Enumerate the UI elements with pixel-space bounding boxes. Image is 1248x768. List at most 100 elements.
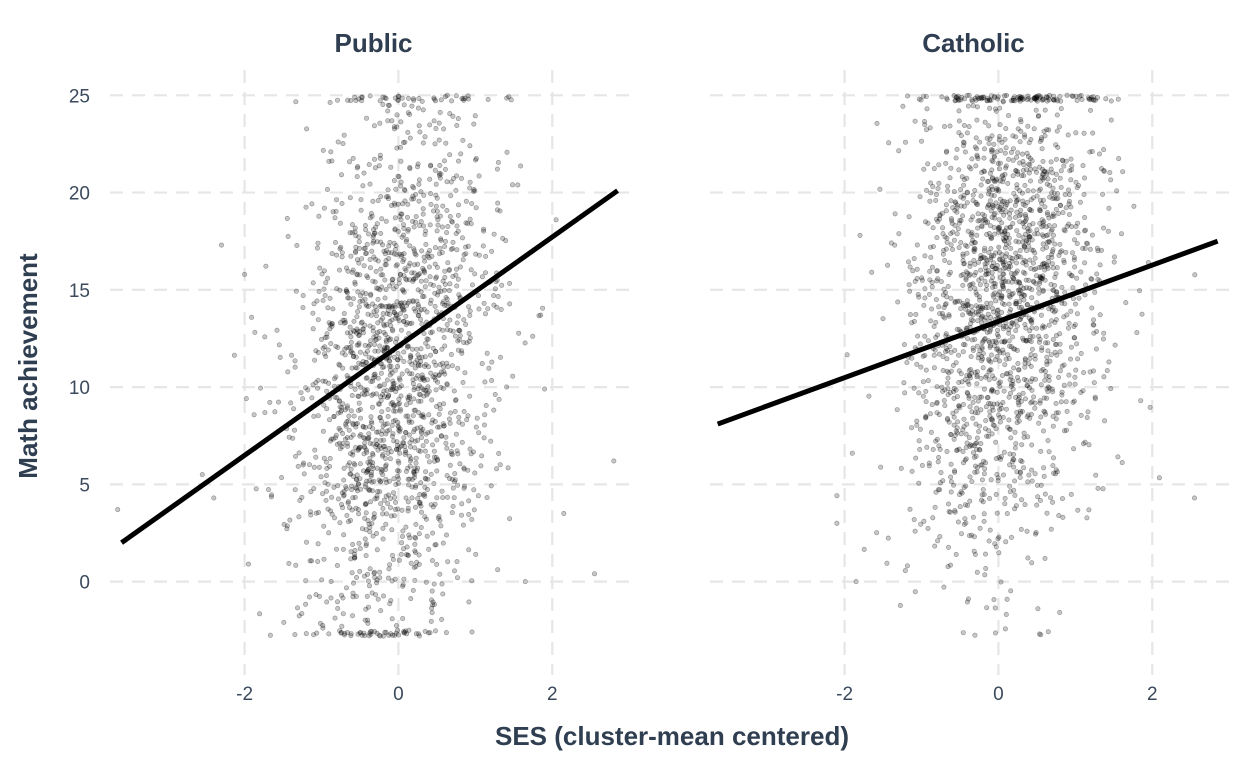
data-point [395,93,401,99]
data-point [402,451,408,457]
data-point [1008,207,1014,213]
data-point [1053,400,1059,406]
data-point [415,398,421,404]
data-point [1073,367,1079,373]
data-point [996,244,1002,250]
data-point [1059,363,1065,369]
data-point [439,581,445,587]
data-point [1105,228,1111,234]
data-point [974,232,980,238]
data-point [960,271,966,277]
data-point [355,381,361,387]
data-point [1046,449,1052,455]
data-point [388,336,394,342]
data-point [1007,483,1013,489]
data-point [350,541,356,547]
data-point [407,463,413,469]
data-point [386,427,392,433]
data-point [347,471,353,477]
data-point [1031,126,1037,132]
data-point [1041,428,1047,434]
data-point [364,375,370,381]
data-point [1057,331,1063,337]
data-point [394,468,400,474]
data-point [440,591,446,597]
data-point [455,482,461,488]
data-point [365,578,371,584]
data-point [1074,275,1080,281]
data-point [972,632,978,638]
data-point [953,428,959,434]
data-point [397,377,403,383]
data-point [333,343,339,349]
data-point [364,593,370,599]
data-point [1003,235,1009,241]
data-point [411,407,417,413]
data-point [1038,368,1044,374]
data-point [355,446,361,452]
data-point [996,550,1002,556]
data-point [413,455,419,461]
data-point [415,105,421,111]
data-point [386,445,392,451]
data-point [969,156,975,162]
data-point [1012,506,1018,512]
data-point [406,298,412,304]
data-point [427,630,433,636]
data-point [1022,212,1028,218]
data-point [344,630,350,636]
data-point [367,629,373,635]
data-point [385,187,391,193]
data-point [1013,441,1019,447]
data-point [963,445,969,451]
data-point [924,444,930,450]
data-point [399,507,405,513]
data-point [367,455,373,461]
data-point [1041,219,1047,225]
data-point [390,402,396,408]
data-point [415,304,421,310]
data-point [394,299,400,305]
data-point [355,447,361,453]
data-point [299,494,305,500]
data-point [902,568,908,574]
data-point [314,245,320,251]
data-point [364,468,370,474]
data-point [339,350,345,356]
data-point [1009,320,1015,326]
data-point [348,408,354,414]
data-point [433,274,439,280]
data-point [341,465,347,471]
data-point [437,362,443,368]
data-point [1043,224,1049,230]
data-point [349,507,355,513]
data-point [406,419,412,425]
data-point [896,231,902,237]
data-point [353,505,359,511]
data-point [418,424,424,430]
data-point [460,96,466,102]
data-point [245,561,251,567]
data-point [353,476,359,482]
data-point [329,323,335,329]
data-point [945,375,951,381]
data-point [405,129,411,135]
data-point [422,484,428,490]
data-point [364,241,370,247]
data-point [947,175,953,181]
data-point [1027,385,1033,391]
data-point [438,97,444,103]
data-point [371,254,377,260]
data-point [971,454,977,460]
data-point [450,113,456,119]
data-point [1004,202,1010,208]
data-point [391,240,397,246]
data-point [516,330,522,336]
data-point [367,93,373,99]
data-point [1000,472,1006,478]
data-point [1010,157,1016,163]
data-point [332,615,338,621]
data-point [354,342,360,348]
data-point [1087,369,1093,375]
data-point [393,447,399,453]
